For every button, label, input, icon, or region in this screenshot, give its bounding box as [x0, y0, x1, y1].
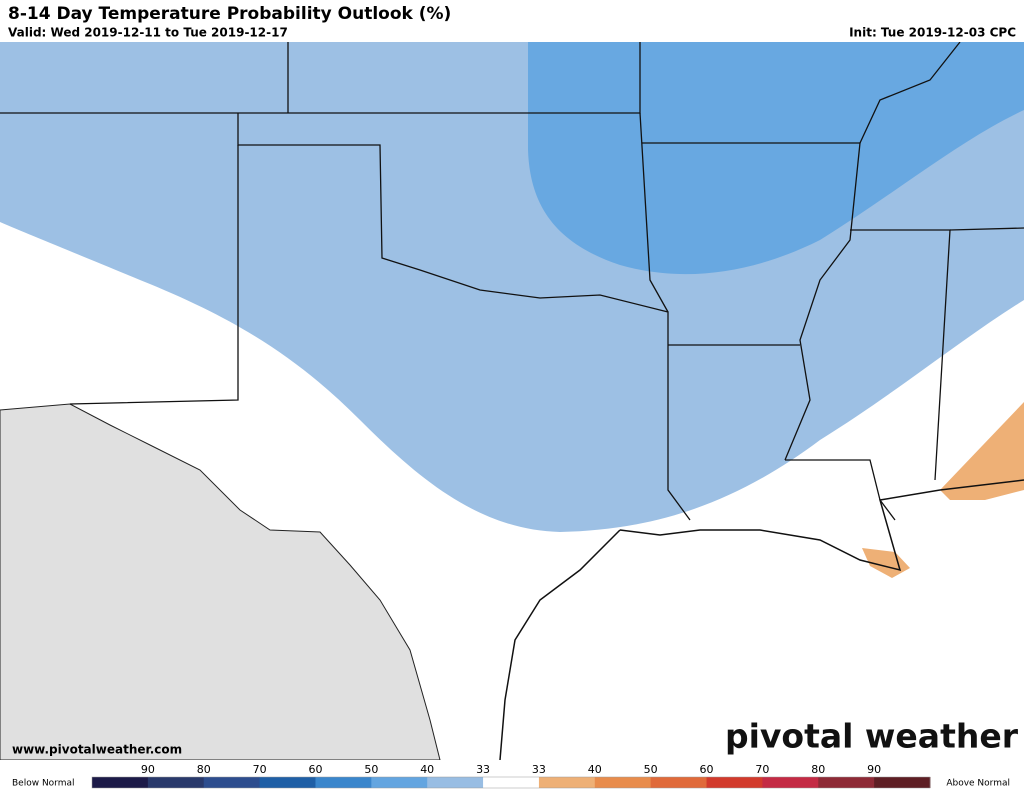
logo: pivotal weather [725, 717, 1019, 756]
probability-above-small [862, 548, 910, 578]
legend-label: 60 [700, 763, 714, 776]
legend-label: 80 [197, 763, 211, 776]
legend-swatch [483, 777, 540, 788]
header-bg [0, 0, 1024, 42]
legend-label: 40 [420, 763, 434, 776]
legend-label: 40 [588, 763, 602, 776]
legend-frame [91, 776, 931, 789]
legend-swatch [706, 777, 763, 788]
title: 8-14 Day Temperature Probability Outlook… [8, 4, 451, 24]
legend-swatch [92, 777, 149, 788]
website: www.pivotalweather.com [12, 743, 182, 757]
legend-swatch [650, 777, 708, 788]
legend-label: 90 [141, 763, 155, 776]
legend-left: Below Normal [12, 779, 75, 789]
legend-label: 70 [755, 763, 769, 776]
legend-swatch [427, 777, 484, 788]
legend-label: 50 [644, 763, 658, 776]
legend-right: Above Normal [946, 779, 1010, 789]
probability-above [940, 402, 1024, 500]
mexico [0, 403, 441, 761]
legend-label: 33 [476, 763, 490, 776]
probability-50 [528, 42, 1024, 275]
legend-swatch [538, 777, 596, 788]
state-borders [0, 41, 1024, 521]
legend-swatch [203, 777, 261, 788]
legend-swatch [315, 777, 372, 788]
legend-label: 90 [867, 763, 881, 776]
legend: 90 80 70 60 50 40 33 33 40 50 60 70 80 90 [91, 763, 931, 789]
legend-label: 60 [308, 763, 322, 776]
legend-label: 80 [811, 763, 825, 776]
map [0, 41, 1024, 761]
legend-swatch [762, 777, 819, 788]
coastline [499, 479, 1024, 761]
legend-swatch [874, 777, 931, 788]
legend-swatch [371, 777, 428, 788]
legend-swatch [818, 777, 875, 788]
init: Init: Tue 2019-12-03 CPC [849, 26, 1016, 40]
legend-label: 70 [253, 763, 267, 776]
legend-swatch [259, 777, 316, 788]
valid: Valid: Wed 2019-12-11 to Tue 2019-12-17 [8, 26, 288, 40]
legend-label: 50 [364, 763, 378, 776]
legend-label: 33 [532, 763, 546, 776]
legend-swatch [147, 777, 205, 788]
legend-swatch [594, 777, 652, 788]
